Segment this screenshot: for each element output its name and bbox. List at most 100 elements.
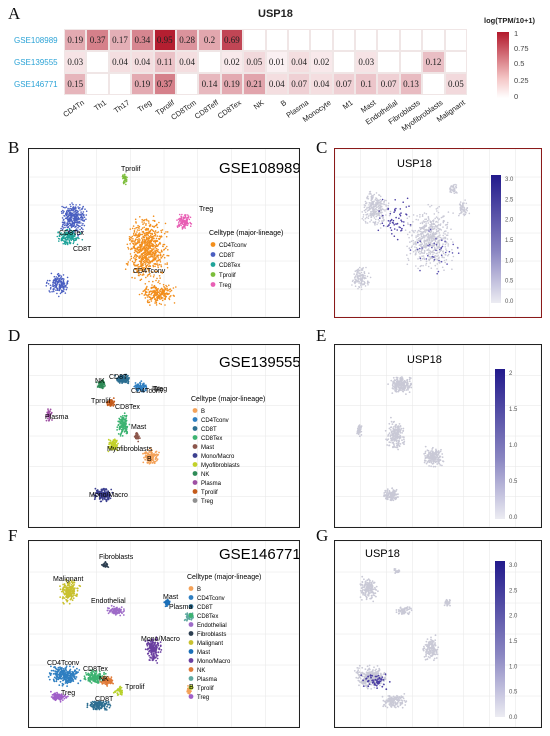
- cell-dot: [61, 217, 64, 219]
- cell-dot: [82, 211, 85, 213]
- cell-dot: [53, 290, 55, 293]
- cell-dot: [401, 432, 403, 434]
- cell-dot: [436, 227, 438, 229]
- cell-dot: [419, 216, 421, 218]
- cell-dot: [139, 386, 141, 389]
- cell-dot: [355, 269, 358, 272]
- cell-dot: [399, 379, 402, 382]
- cell-dot: [158, 280, 160, 282]
- cell-dot: [137, 385, 140, 387]
- cell-dot: [396, 436, 398, 439]
- cell-dot: [147, 288, 149, 291]
- cell-dot: [354, 270, 357, 272]
- cell-dot: [424, 235, 426, 237]
- cell-dot: [132, 240, 134, 242]
- cell-dot: [77, 225, 80, 227]
- cell-dot: [123, 610, 125, 612]
- cell-dot: [115, 609, 117, 612]
- cell-dot: [107, 438, 110, 441]
- cell-dot: [369, 212, 372, 215]
- cell-dot: [104, 561, 107, 563]
- cell-dot: [143, 254, 145, 257]
- cell-dot: [144, 458, 147, 461]
- cell-dot: [386, 444, 388, 446]
- cell-dot: [388, 444, 391, 447]
- cell-dot: [391, 423, 394, 425]
- cell-dot: [58, 240, 60, 242]
- cell-dot: [427, 203, 429, 206]
- cell-dot: [65, 212, 68, 215]
- cell-dot: [172, 287, 175, 289]
- cell-dot: [186, 224, 189, 227]
- cell-dot: [374, 205, 376, 208]
- cell-dot: [138, 266, 140, 268]
- cell-dot: [138, 227, 140, 229]
- cell-dot: [143, 236, 146, 239]
- cell-dot: [446, 263, 448, 265]
- cell-dot: [378, 214, 381, 217]
- cell-dot: [452, 212, 454, 214]
- cell-dot: [73, 218, 76, 221]
- cell-dot: [162, 292, 165, 294]
- cell-dot: [103, 562, 106, 565]
- cell-dot: [458, 214, 460, 217]
- cell-dot: [140, 278, 143, 281]
- cell-dot: [434, 217, 436, 220]
- cell-dot: [442, 460, 445, 463]
- cell-dot: [60, 284, 62, 286]
- cell-dot: [462, 213, 465, 215]
- cell-dot: [153, 274, 155, 276]
- cell-dot: [393, 437, 396, 440]
- cell-dot: [77, 218, 79, 221]
- cell-dot: [145, 287, 148, 289]
- cell-dot: [146, 285, 148, 288]
- cell-dot: [64, 242, 66, 245]
- cell-dot: [151, 237, 154, 239]
- cell-dot: [396, 222, 399, 225]
- cell-dot: [360, 284, 362, 287]
- cell-dot: [364, 220, 367, 223]
- cell-dot: [58, 288, 61, 290]
- cell-dot: [160, 387, 163, 390]
- cell-dot: [80, 227, 83, 229]
- cell-dot: [124, 179, 126, 182]
- cell-dot: [69, 592, 72, 594]
- cell-dot: [156, 245, 159, 247]
- cell-dot: [395, 384, 398, 386]
- cell-dot: [53, 275, 56, 278]
- legend-entry: CD4Tconv: [201, 418, 229, 424]
- cell-dot: [407, 382, 409, 385]
- heatmap-cell: [355, 29, 378, 51]
- cell-dot: [76, 222, 79, 224]
- cell-dot: [146, 454, 148, 457]
- cell-dot: [138, 229, 140, 231]
- cell-dot: [424, 224, 426, 227]
- cell-dot: [106, 563, 109, 566]
- cell-dot: [433, 259, 436, 261]
- cell-dot: [409, 249, 412, 251]
- cell-dot: [156, 299, 159, 301]
- cell-dot: [118, 427, 121, 429]
- cell-dot: [402, 430, 404, 432]
- cell-dot: [406, 233, 409, 236]
- cell-dot: [119, 380, 122, 383]
- cell-dot: [119, 425, 122, 428]
- cell-dot: [133, 263, 135, 266]
- cell-dot: [66, 584, 69, 587]
- cell-dot: [423, 244, 425, 247]
- cell-dot: [60, 238, 63, 240]
- cell-dot: [370, 216, 372, 219]
- cell-dot: [420, 230, 422, 233]
- cell-dot: [154, 265, 156, 268]
- cell-dot: [137, 241, 140, 243]
- cell-dot: [118, 382, 121, 384]
- cell-dot: [146, 462, 149, 464]
- cell-dot: [140, 380, 143, 382]
- cell-dot: [66, 286, 68, 289]
- cell-dot: [156, 263, 159, 265]
- cell-dot: [81, 230, 83, 233]
- cell-dot: [157, 231, 160, 233]
- cell-dot: [452, 243, 454, 246]
- cell-dot: [377, 203, 379, 205]
- cell-dot: [110, 488, 113, 491]
